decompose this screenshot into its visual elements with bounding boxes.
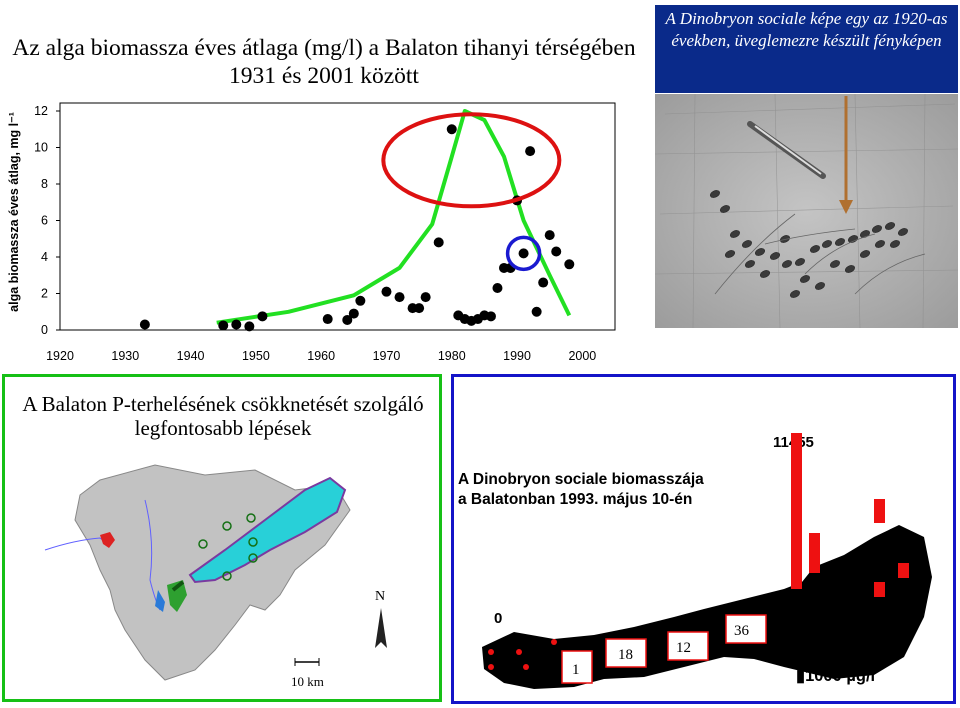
bar	[809, 533, 820, 573]
trend-line	[216, 109, 572, 325]
data-point	[525, 146, 536, 157]
north-label: N	[375, 589, 385, 604]
data-point	[218, 320, 229, 331]
x-tick-label: 1950	[242, 349, 270, 363]
data-points	[139, 124, 575, 332]
lake-balaton	[188, 476, 347, 584]
y-tick-label: 8	[41, 177, 48, 191]
x-tick-label: 1980	[438, 349, 466, 363]
scale-label: 10 km	[291, 674, 324, 689]
data-point	[414, 303, 425, 314]
data-point	[446, 124, 457, 135]
value-label-1: 1	[572, 662, 580, 678]
data-point	[531, 306, 542, 317]
y-tick-label: 12	[34, 104, 48, 118]
data-point	[544, 230, 555, 241]
photo-caption: A Dinobryon sociale képe egy az 1920-as …	[655, 5, 958, 93]
y-axis-label: alga biomassza éves átlag, mg l⁻¹	[7, 112, 21, 312]
data-point	[355, 295, 366, 306]
y-tick-label: 4	[41, 250, 48, 264]
arrow-head-icon	[839, 200, 853, 214]
data-point	[492, 283, 503, 294]
balaton-map: N 10 km	[44, 464, 387, 689]
data-point	[139, 319, 150, 330]
value-label-36: 36	[734, 623, 750, 639]
plot-frame	[59, 102, 616, 331]
green-zone	[167, 580, 187, 612]
y-tick-label: 10	[34, 141, 48, 155]
x-tick-label: 2000	[568, 349, 596, 363]
highlight-marks	[381, 112, 562, 272]
north-arrow-icon	[375, 608, 387, 648]
bar	[874, 499, 885, 523]
data-point	[342, 314, 353, 325]
blue-panel	[451, 374, 956, 704]
dinobryon-photo	[655, 94, 958, 328]
x-tick-label: 1930	[111, 349, 139, 363]
blue-title-line1: A Dinobryon sociale biomasszája	[458, 471, 704, 488]
data-point	[257, 311, 268, 322]
value-label-0: 0	[494, 610, 502, 627]
biomass-map: 0 1 18 12 36	[482, 433, 932, 689]
biomass-scale-label: ▮1000 µg/l	[796, 667, 876, 685]
y-tick-label: 0	[41, 323, 48, 337]
data-point	[244, 321, 255, 332]
trend-curve	[216, 109, 572, 325]
data-point	[348, 308, 359, 319]
data-point	[551, 246, 562, 257]
x-tick-label: 1920	[46, 349, 74, 363]
blue-zone	[155, 590, 165, 612]
x-tick-label: 1970	[373, 349, 401, 363]
blue-panel-title: A Dinobryon sociale biomasszája a Balato…	[458, 470, 704, 510]
blue-title-line2: a Balatonban 1993. május 10-én	[458, 491, 693, 508]
data-point	[538, 277, 549, 288]
biomass-chart: 0 2 4 6 8 10 12 1920 1930 1940 1950 1960 1970 1980 199…	[7, 102, 616, 363]
x-tick-label: 1940	[177, 349, 205, 363]
highlight-1993-circle	[505, 235, 542, 272]
green-panel	[2, 374, 442, 702]
data-point	[518, 248, 529, 259]
value-label-18: 18	[618, 647, 633, 663]
data-point	[322, 314, 333, 325]
data-point	[564, 259, 575, 270]
data-point	[433, 237, 444, 248]
data-point	[381, 286, 392, 297]
green-panel-title: A Balaton P-terhelésének csökknetését sz…	[22, 392, 424, 440]
data-point	[485, 311, 496, 322]
x-tick-label: 1990	[503, 349, 531, 363]
red-zone	[100, 532, 115, 548]
peak-ellipse	[381, 112, 562, 209]
y-tick-label: 2	[41, 287, 48, 301]
value-label-12: 12	[676, 640, 691, 656]
data-point	[420, 292, 431, 303]
data-point	[231, 319, 242, 330]
y-tick-label: 6	[41, 214, 48, 228]
lake-silhouette	[482, 525, 932, 689]
chart-title: Az alga biomassza éves átlaga (mg/l) a B…	[12, 35, 636, 89]
x-tick-label: 1960	[307, 349, 335, 363]
data-point	[394, 292, 405, 303]
peak-bar	[791, 433, 802, 589]
bar	[898, 563, 909, 578]
bar	[874, 582, 885, 597]
chart-axes: 0 2 4 6 8 10 12 1920 1930 1940 1950 1960 1970 1980 199…	[34, 102, 616, 363]
